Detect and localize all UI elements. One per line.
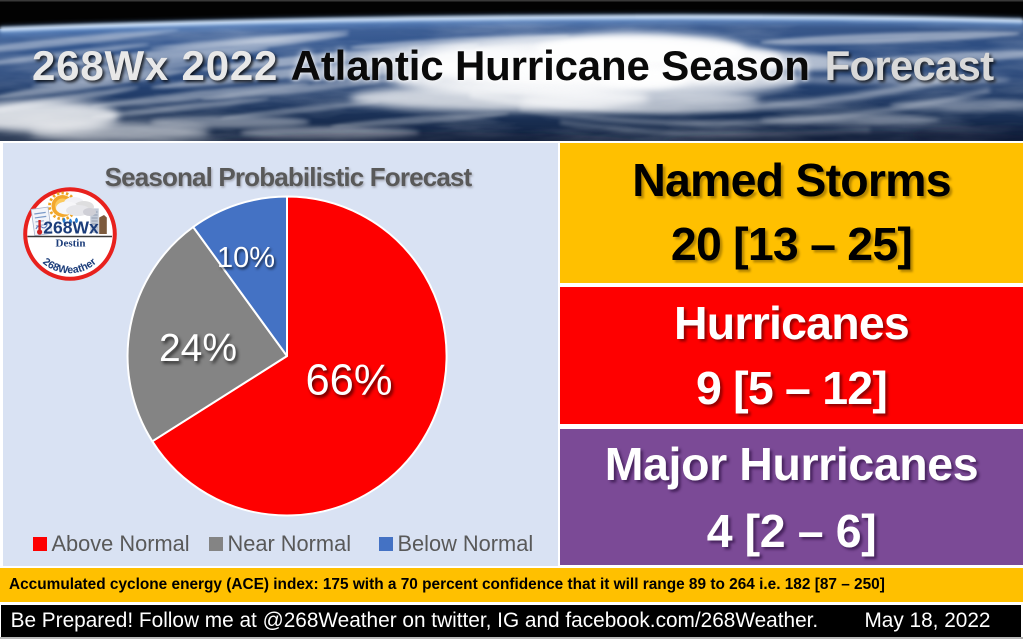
svg-text:24%: 24%	[159, 327, 237, 370]
svg-text:66%: 66%	[305, 357, 392, 405]
svg-text:268Weather: 268Weather	[40, 256, 98, 277]
svg-text:Destin: Destin	[56, 238, 86, 250]
svg-text:268Wx: 268Wx	[43, 218, 99, 238]
svg-text:10%: 10%	[217, 242, 275, 274]
